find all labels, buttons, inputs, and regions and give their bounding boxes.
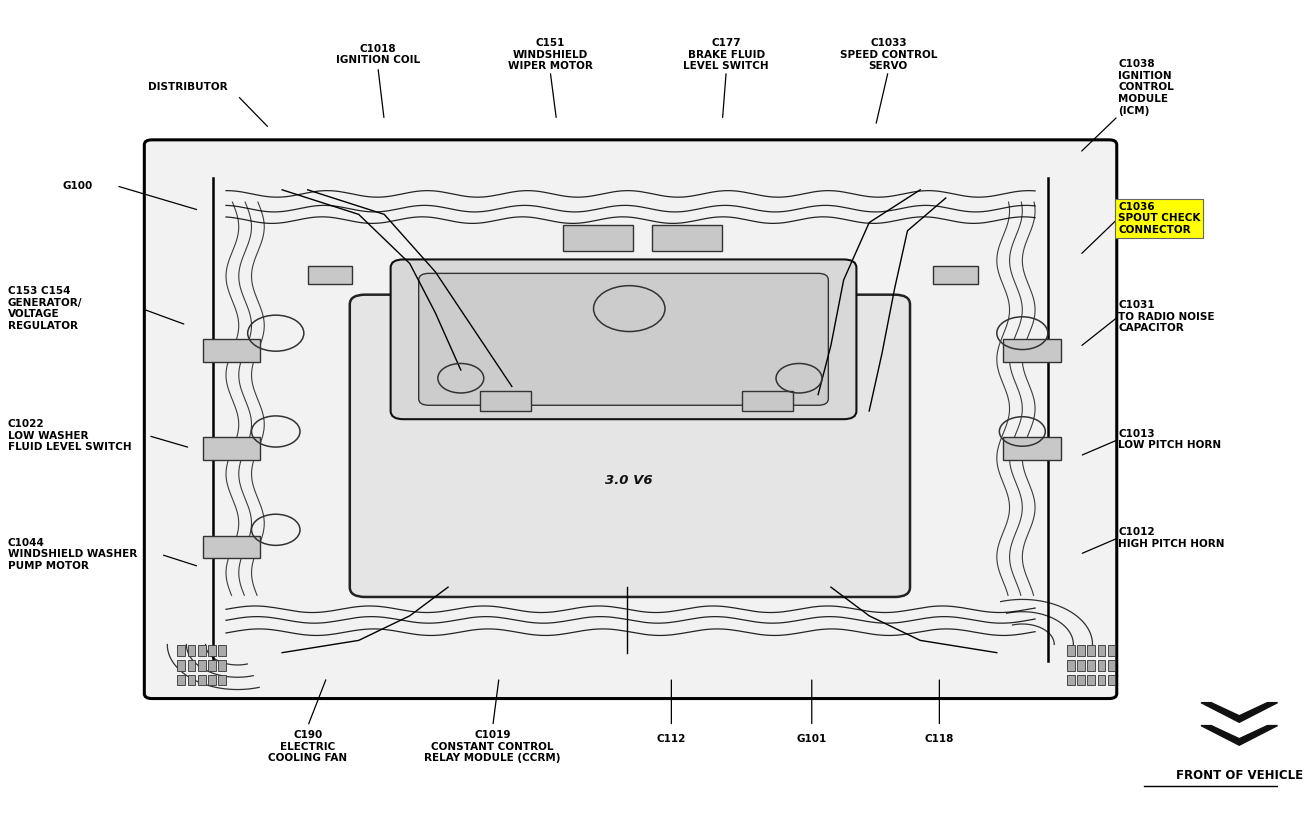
Bar: [198, 660, 206, 671]
Bar: [177, 660, 185, 671]
Bar: [209, 675, 215, 686]
Bar: [203, 535, 261, 558]
Bar: [188, 645, 195, 656]
Bar: [177, 675, 185, 686]
Bar: [218, 675, 226, 686]
Bar: [1098, 660, 1105, 671]
Text: C177
BRAKE FLUID
LEVEL SWITCH: C177 BRAKE FLUID LEVEL SWITCH: [684, 38, 769, 72]
Polygon shape: [1200, 726, 1278, 746]
Bar: [652, 225, 723, 252]
FancyBboxPatch shape: [350, 294, 911, 597]
Bar: [203, 437, 261, 460]
Text: C112: C112: [657, 734, 686, 744]
Bar: [1077, 675, 1085, 686]
Bar: [1067, 645, 1075, 656]
Bar: [198, 675, 206, 686]
Bar: [1004, 437, 1060, 460]
Bar: [1088, 660, 1096, 671]
Bar: [1107, 660, 1115, 671]
Bar: [209, 645, 215, 656]
Text: C1018
IGNITION COIL: C1018 IGNITION COIL: [336, 44, 420, 66]
Bar: [218, 645, 226, 656]
Bar: [1067, 675, 1075, 686]
Text: C1022
LOW WASHER
FLUID LEVEL SWITCH: C1022 LOW WASHER FLUID LEVEL SWITCH: [8, 419, 131, 452]
Bar: [218, 660, 226, 671]
Bar: [1107, 645, 1115, 656]
Bar: [741, 390, 792, 411]
FancyBboxPatch shape: [144, 140, 1117, 699]
Text: G101: G101: [796, 734, 827, 744]
Polygon shape: [1200, 703, 1278, 723]
Bar: [308, 266, 353, 284]
Text: C1033
SPEED CONTROL
SERVO: C1033 SPEED CONTROL SERVO: [840, 38, 937, 72]
Text: G100: G100: [63, 181, 93, 191]
Bar: [1067, 660, 1075, 671]
Bar: [1088, 645, 1096, 656]
Bar: [188, 675, 195, 686]
Text: C1019
CONSTANT CONTROL
RELAY MODULE (CCRM): C1019 CONSTANT CONTROL RELAY MODULE (CCR…: [425, 730, 562, 764]
Text: 3.0 V6: 3.0 V6: [605, 474, 653, 487]
Text: C190
ELECTRIC
COOLING FAN: C190 ELECTRIC COOLING FAN: [268, 730, 348, 764]
Bar: [188, 660, 195, 671]
Bar: [480, 390, 531, 411]
Text: DISTRIBUTOR: DISTRIBUTOR: [148, 82, 228, 92]
Bar: [177, 645, 185, 656]
Text: C1013
LOW PITCH HORN: C1013 LOW PITCH HORN: [1118, 429, 1221, 450]
Text: C1038
IGNITION
CONTROL
MODULE
(ICM): C1038 IGNITION CONTROL MODULE (ICM): [1118, 59, 1174, 116]
Bar: [933, 266, 977, 284]
FancyBboxPatch shape: [391, 260, 857, 419]
Bar: [1107, 675, 1115, 686]
Bar: [1098, 645, 1105, 656]
Text: C1031
TO RADIO NOISE
CAPACITOR: C1031 TO RADIO NOISE CAPACITOR: [1118, 300, 1215, 334]
Bar: [1077, 660, 1085, 671]
Bar: [1077, 645, 1085, 656]
Bar: [1098, 675, 1105, 686]
Text: C118: C118: [925, 734, 954, 744]
Bar: [563, 225, 634, 252]
Text: C153 C154
GENERATOR/
VOLTAGE
REGULATOR: C153 C154 GENERATOR/ VOLTAGE REGULATOR: [8, 286, 83, 331]
FancyBboxPatch shape: [419, 274, 828, 405]
Text: FRONT OF VEHICLE: FRONT OF VEHICLE: [1176, 769, 1303, 782]
Bar: [1004, 339, 1060, 362]
Bar: [1088, 675, 1096, 686]
Text: C1012
HIGH PITCH HORN: C1012 HIGH PITCH HORN: [1118, 527, 1224, 549]
Bar: [209, 660, 215, 671]
Bar: [198, 645, 206, 656]
Text: C1044
WINDSHIELD WASHER
PUMP MOTOR: C1044 WINDSHIELD WASHER PUMP MOTOR: [8, 538, 136, 571]
Text: C1036
SPOUT CHECK
CONNECTOR: C1036 SPOUT CHECK CONNECTOR: [1118, 202, 1200, 235]
Bar: [203, 339, 261, 362]
Text: C151
WINDSHIELD
WIPER MOTOR: C151 WINDSHIELD WIPER MOTOR: [508, 38, 593, 72]
